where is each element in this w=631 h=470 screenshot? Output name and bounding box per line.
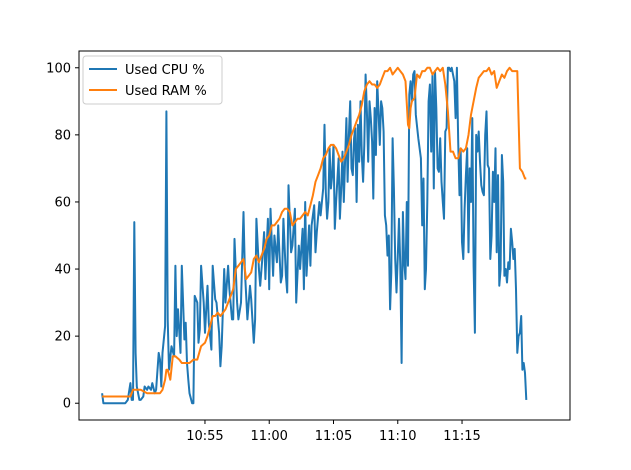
x-axis: 10:55 11:00 11:05 11:10 11:15: [186, 420, 481, 444]
x-tick-label: 10:55: [186, 429, 223, 444]
legend: Used CPU % Used RAM %: [82, 55, 223, 105]
legend-label-ram: Used RAM %: [125, 84, 207, 99]
y-tick-label: 80: [54, 128, 71, 143]
x-tick-label: 11:05: [315, 429, 352, 444]
series-line-used-ram: [102, 66, 527, 398]
series-layer: [101, 66, 528, 405]
series-line-used-cpu: [101, 66, 528, 405]
plot-frame: [78, 50, 571, 421]
y-tick-label: 40: [54, 263, 71, 278]
y-tick-label: 60: [54, 195, 71, 210]
y-tick-label: 100: [46, 61, 71, 76]
y-axis: 0 20 40 60 80 100: [46, 61, 79, 412]
x-tick-label: 11:15: [443, 429, 480, 444]
legend-label-cpu: Used CPU %: [125, 63, 205, 78]
legend-box: [82, 55, 223, 105]
x-tick-label: 11:00: [250, 429, 287, 444]
y-tick-label: 0: [63, 397, 71, 412]
x-tick-label: 11:10: [379, 429, 416, 444]
y-tick-label: 20: [54, 330, 71, 345]
